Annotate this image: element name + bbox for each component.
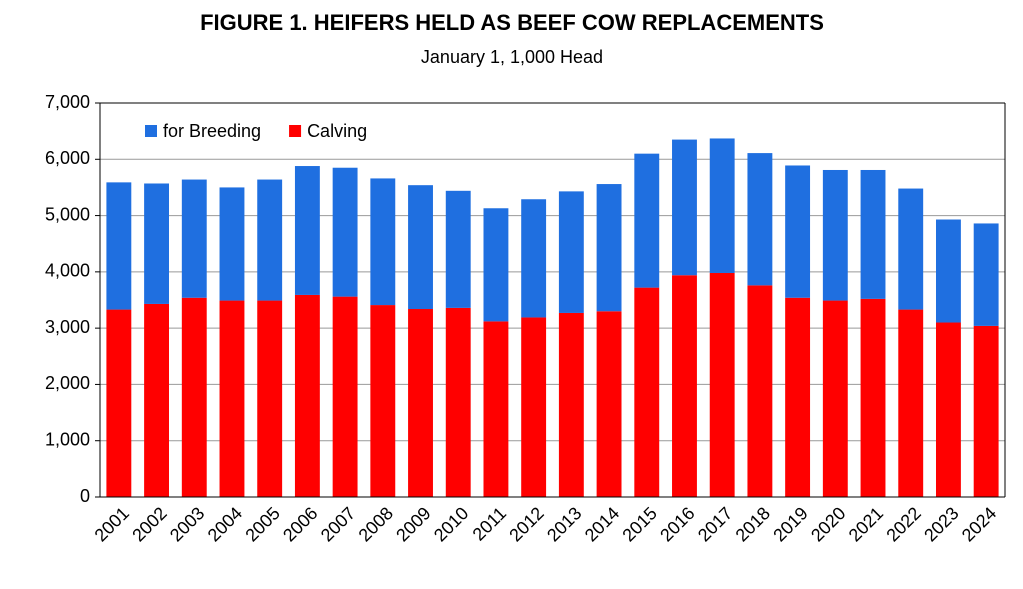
bar-segment xyxy=(785,297,811,497)
bar-segment xyxy=(747,285,773,497)
bar-segment xyxy=(558,312,584,497)
bar-segment xyxy=(445,307,471,497)
chart-subtitle: January 1, 1,000 Head xyxy=(421,47,603,67)
bar-segment xyxy=(860,169,886,299)
bar-segment xyxy=(596,184,622,312)
bar-segment xyxy=(294,294,320,497)
bar-segment xyxy=(144,183,170,304)
bar-segment xyxy=(332,296,358,497)
x-tick-label: 2006 xyxy=(279,503,321,545)
bar-segment xyxy=(596,311,622,497)
bar-segment xyxy=(935,219,961,323)
x-tick-label: 2024 xyxy=(958,503,1000,545)
y-tick-label: 6,000 xyxy=(45,148,90,168)
bar-segment xyxy=(822,169,848,301)
bar-segment xyxy=(106,182,132,310)
bar-segment xyxy=(181,297,207,497)
bar-segment xyxy=(973,223,999,326)
x-tick-label: 2022 xyxy=(882,503,924,545)
y-tick-label: 7,000 xyxy=(45,92,90,112)
x-tick-label: 2005 xyxy=(241,503,283,545)
bar-segment xyxy=(521,199,547,318)
bar-segment xyxy=(257,300,283,497)
x-tick-label: 2001 xyxy=(91,503,133,545)
x-tick-label: 2023 xyxy=(920,503,962,545)
chart-title: FIGURE 1. HEIFERS HELD AS BEEF COW REPLA… xyxy=(200,10,824,35)
bar-segment xyxy=(483,208,509,322)
bar-segment xyxy=(219,187,245,301)
bar-segment xyxy=(370,305,396,497)
y-tick-label: 2,000 xyxy=(45,373,90,393)
x-tick-label: 2013 xyxy=(543,503,585,545)
y-tick-label: 4,000 xyxy=(45,261,90,281)
bar-segment xyxy=(294,166,320,295)
x-tick-label: 2007 xyxy=(317,503,359,545)
legend-label: Calving xyxy=(307,121,367,141)
y-tick-label: 5,000 xyxy=(45,204,90,224)
bar-segment xyxy=(672,275,697,497)
bar-segment xyxy=(332,167,358,297)
x-tick-label: 2015 xyxy=(618,503,660,545)
legend-label: for Breeding xyxy=(163,121,261,141)
bar-segment xyxy=(634,287,660,497)
x-tick-label: 2017 xyxy=(694,503,736,545)
x-tick-label: 2014 xyxy=(581,503,623,545)
x-tick-label: 2003 xyxy=(166,503,208,545)
x-tick-label: 2010 xyxy=(430,503,472,545)
x-tick-label: 2012 xyxy=(505,503,547,545)
bar-segment xyxy=(408,309,433,497)
bar-segment xyxy=(219,300,245,497)
x-tick-label: 2002 xyxy=(128,503,170,545)
legend-swatch xyxy=(145,125,157,137)
x-tick-label: 2020 xyxy=(807,503,849,545)
bar-segment xyxy=(370,178,396,306)
bar-segment xyxy=(709,138,735,273)
bar-segment xyxy=(898,309,924,497)
x-tick-label: 2016 xyxy=(656,503,698,545)
bar-segment xyxy=(935,322,961,497)
bar-segment xyxy=(973,325,999,497)
bar-segment xyxy=(898,188,924,310)
bar-segment xyxy=(558,191,584,313)
y-tick-label: 3,000 xyxy=(45,317,90,337)
legend-swatch xyxy=(289,125,302,137)
bar-segment xyxy=(747,153,773,286)
y-tick-label: 1,000 xyxy=(45,429,90,449)
bar-segment xyxy=(672,139,697,276)
x-tick-label: 2018 xyxy=(732,503,774,545)
x-tick-label: 2004 xyxy=(204,503,246,545)
x-tick-label: 2019 xyxy=(769,503,811,545)
bar-segment xyxy=(709,272,735,497)
bar-segment xyxy=(144,303,170,497)
bar-segment xyxy=(181,179,207,298)
bar-segment xyxy=(785,165,811,298)
bar-segment xyxy=(860,298,886,497)
bar-segment xyxy=(521,317,547,497)
bar-segment xyxy=(483,321,509,497)
x-tick-label: 2009 xyxy=(392,503,434,545)
bar-segment xyxy=(822,300,848,497)
bar-segment xyxy=(634,153,660,288)
bar-segment xyxy=(408,185,433,310)
x-tick-label: 2021 xyxy=(845,503,887,545)
x-tick-label: 2011 xyxy=(469,503,511,545)
bar-segment xyxy=(106,309,132,497)
bar-segment xyxy=(445,190,471,308)
y-tick-label: 0 xyxy=(80,486,90,506)
bar-segment xyxy=(257,179,283,301)
x-tick-label: 2008 xyxy=(355,503,397,545)
